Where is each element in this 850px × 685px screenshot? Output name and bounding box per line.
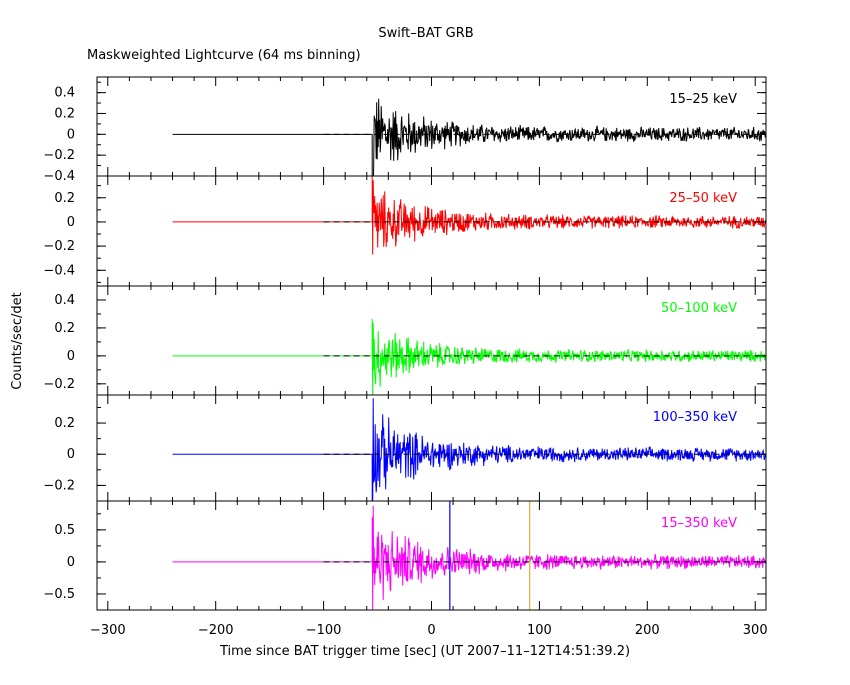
band-label: 25–50 keV	[669, 191, 737, 206]
x-tick-label: 200	[635, 623, 660, 638]
x-tick-label: 0	[427, 623, 435, 638]
x-tick-label: 100	[527, 623, 552, 638]
x-tick-label: −300	[90, 623, 126, 638]
lightcurve-series	[371, 98, 766, 176]
y-tick-label: 0.2	[54, 106, 75, 121]
x-tick-label: 300	[743, 623, 768, 638]
panel-3: −0.2 0 0.2 0.4 50–100 keV	[43, 285, 767, 396]
panel-4: −0.2 0 0.2 100–350 keV	[43, 394, 767, 502]
band-label: 100–350 keV	[653, 410, 737, 425]
lightcurve-series	[371, 505, 766, 610]
lightcurve-series	[371, 398, 766, 501]
y-tick-label: −0.4	[43, 169, 75, 184]
chart-title: Swift–BAT GRB	[378, 26, 473, 41]
y-tick-label: 0.4	[54, 293, 75, 308]
y-axis-label: Counts/sec/det	[10, 292, 25, 389]
x-axis: −300 −200 −100 0 100 200 300	[90, 623, 768, 638]
panel-5: −0.5 0 0.5 15–350 keV	[43, 500, 767, 611]
y-tick-label: 0	[67, 555, 75, 570]
lightcurve-series	[371, 176, 766, 255]
y-tick-label: −0.2	[43, 478, 75, 493]
x-axis-label: Time since BAT trigger time [sec] (UT 20…	[219, 644, 630, 659]
y-tick-label: 0	[67, 349, 75, 364]
y-tick-label: −0.5	[43, 587, 75, 602]
panel-data	[172, 318, 766, 395]
panel-frame	[96, 175, 767, 287]
y-tick-label: 0	[67, 127, 75, 142]
x-tick-label: −100	[306, 623, 342, 638]
band-label: 15–350 keV	[661, 516, 737, 531]
band-label: 50–100 keV	[661, 301, 737, 316]
band-label: 15–25 keV	[669, 92, 737, 107]
y-tick-label: 0	[67, 215, 75, 230]
y-tick-label: −0.2	[43, 377, 75, 392]
panel-1: −0.4 −0.2 0 0.2 0.4 15–25 keV	[43, 76, 767, 184]
y-tick-label: 0.2	[54, 416, 75, 431]
y-tick-label: 0.4	[54, 86, 75, 101]
y-tick-label: 0	[67, 447, 75, 462]
panel-data	[172, 398, 766, 501]
y-tick-label: −0.2	[43, 239, 75, 254]
panel-data	[172, 176, 766, 255]
y-tick-label: 0.2	[54, 321, 75, 336]
panel-group: −0.4 −0.2 0 0.2 0.4 15–25 keV −0.4 −0.2 0 0.2 25–5…	[43, 76, 767, 611]
y-tick-label: −0.2	[43, 148, 75, 163]
y-tick-label: 0.5	[54, 523, 75, 538]
chart-subtitle: Maskweighted Lightcurve (64 ms binning)	[87, 48, 361, 63]
panel-data	[172, 98, 766, 176]
x-tick-label: −200	[198, 623, 234, 638]
y-tick-label: 0.2	[54, 191, 75, 206]
y-tick-label: −0.4	[43, 263, 75, 278]
panel-2: −0.4 −0.2 0 0.2 25–50 keV	[43, 175, 767, 287]
panel-data	[172, 505, 766, 610]
lightcurve-series	[371, 318, 766, 395]
